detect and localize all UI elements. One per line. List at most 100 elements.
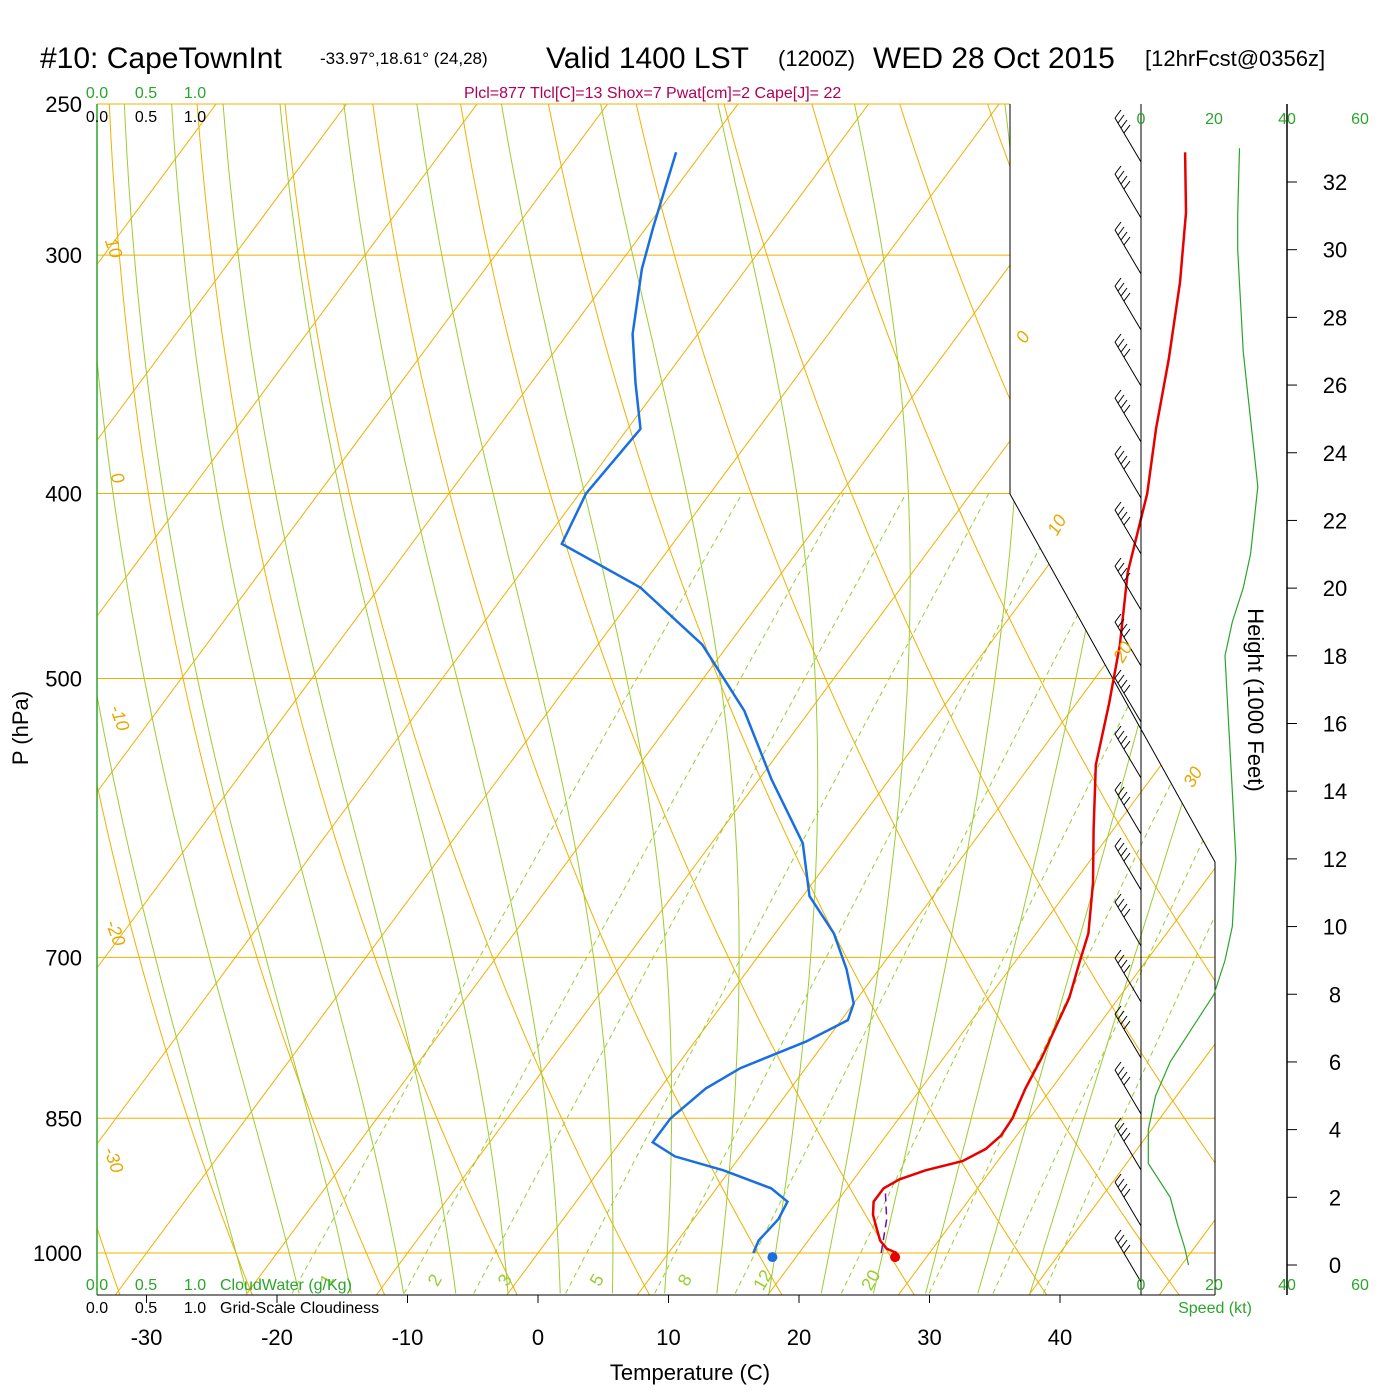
wind-barb-flag	[1114, 333, 1122, 343]
mixing-ratio-line	[565, 493, 990, 1294]
speed-top-tick: 60	[1351, 111, 1369, 128]
wind-barb	[1114, 1013, 1142, 1059]
height-tick-label: 26	[1323, 373, 1347, 398]
wind-barb-flag	[1123, 684, 1131, 694]
wind-barb-flag	[1120, 791, 1128, 801]
wind-barb-flag	[1117, 898, 1125, 908]
x-tick-label: 0	[532, 1325, 544, 1350]
wind-barb-flag	[1114, 837, 1122, 847]
wind-barb-flag	[1120, 231, 1128, 241]
mixing-ratio-line	[403, 493, 844, 1294]
isotherm-line	[478, 104, 1215, 1295]
wind-barb-flag	[1117, 338, 1125, 348]
wind-barb-flag	[1120, 847, 1128, 857]
wind-barb	[1114, 285, 1142, 331]
height-tick-label: 32	[1323, 170, 1347, 195]
moist-adiabat	[120, 104, 352, 1294]
wind-barb-flag	[1120, 735, 1128, 745]
wind-barb-flag	[1123, 348, 1131, 358]
wind-barb-flag	[1117, 954, 1125, 964]
wind-barb-flag	[1120, 1071, 1128, 1081]
height-tick-label: 8	[1329, 982, 1341, 1007]
wind-barb-flag	[1120, 903, 1128, 913]
moist-adiabat	[820, 104, 911, 1294]
wind-barb-flag	[1120, 1015, 1128, 1025]
wind-barb-flag	[1117, 282, 1125, 292]
wind-barb-flag	[1114, 781, 1122, 791]
wind-barb-flag	[1120, 399, 1128, 409]
wind-barb-flag	[1114, 501, 1122, 511]
wind-barb-flag	[1123, 572, 1131, 582]
station-coords: -33.97°,18.61° (24,28)	[320, 49, 488, 68]
wind-barb	[1114, 1181, 1142, 1227]
moist-adiabat	[1029, 104, 1215, 1294]
speed-bottom-tick: 20	[1205, 1277, 1223, 1294]
wind-barb-flag	[1117, 394, 1125, 404]
wind-barb-flag	[1120, 455, 1128, 465]
isotherm-line	[739, 104, 1215, 1295]
mixing-ratio-line	[928, 493, 1215, 1294]
wind-barb-flag	[1123, 1132, 1131, 1142]
sounding-series	[560, 151, 1188, 1263]
wind-barb-flag	[1117, 730, 1125, 740]
wind-barb-flag	[1114, 557, 1122, 567]
isotherm-line	[97, 104, 1007, 1295]
wind-barb-flag	[1123, 796, 1131, 806]
x-tick-label: 40	[1048, 1325, 1072, 1350]
wind-barb-flag	[1117, 226, 1125, 236]
pressure-tick-label: 1000	[33, 1241, 82, 1266]
wind-barb-flag	[1123, 404, 1131, 414]
wind-barb-flag	[1123, 460, 1131, 470]
x-tick-label: -30	[131, 1325, 163, 1350]
wind-barbs	[1114, 104, 1142, 1295]
wind-barb-flag	[1123, 1076, 1131, 1086]
wind-speed-profile	[1147, 148, 1259, 1266]
wind-barb-flag	[1120, 679, 1128, 689]
dry-adiabat	[187, 104, 536, 1295]
wind-barb-flag	[1120, 343, 1128, 353]
valid-time: Valid 1400 LST	[546, 42, 749, 75]
wind-barb-flag	[1123, 1188, 1131, 1198]
cloudiness-bottom-tick: 0.0	[86, 1300, 108, 1317]
isobars	[97, 103, 1215, 1254]
wind-barb	[1114, 733, 1142, 779]
wind-barb-flag	[1114, 1005, 1122, 1015]
wind-barb-flag	[1123, 292, 1131, 302]
mixing-ratio-label: 8	[674, 1271, 696, 1290]
x-tick-label: 10	[656, 1325, 680, 1350]
mixing-ratio-line	[473, 493, 907, 1294]
wind-barb-flag	[1123, 964, 1131, 974]
wind-barb-flag	[1114, 669, 1122, 679]
wind-barb-flag	[1123, 628, 1131, 638]
wind-barb	[1114, 1237, 1142, 1283]
wind-barb	[1114, 677, 1142, 723]
wind-barb-flag	[1123, 908, 1131, 918]
isotherm-label: 10	[101, 235, 127, 261]
wind-barb-flag	[1114, 893, 1122, 903]
speed-label: Speed (kt)	[1178, 1300, 1252, 1317]
isotherm-label: 0	[1012, 328, 1034, 347]
isotherm-label: -20	[102, 917, 130, 948]
wind-barb-flag	[1114, 165, 1122, 175]
wind-barb-flag	[1123, 124, 1131, 134]
wind-barb-flag	[1117, 842, 1125, 852]
surface-temperature-marker	[890, 1252, 901, 1263]
temperature-line	[871, 152, 1188, 1255]
wind-barb-flag	[1123, 852, 1131, 862]
isotherm-line	[97, 104, 224, 1295]
cloudwater-top-tick: 0.5	[135, 85, 157, 102]
right-frame	[1009, 104, 1216, 1295]
height-axis-label: Height (1000 Feet)	[1243, 608, 1268, 791]
moist-adiabat	[270, 104, 509, 1294]
wind-barb	[1114, 341, 1142, 387]
pressure-tick-label: 500	[45, 667, 82, 692]
dry-adiabat	[517, 104, 1073, 1295]
wind-barb	[1114, 845, 1142, 891]
dry-adiabat	[1342, 0, 1400, 1332]
cloudiness-bottom-tick: 0.5	[135, 1300, 157, 1317]
wind-barb-flag	[1120, 175, 1128, 185]
height-tick-label: 6	[1329, 1050, 1341, 1075]
wind-barb-flag	[1117, 1178, 1125, 1188]
cloudiness-top-tick: 0.0	[86, 109, 108, 126]
